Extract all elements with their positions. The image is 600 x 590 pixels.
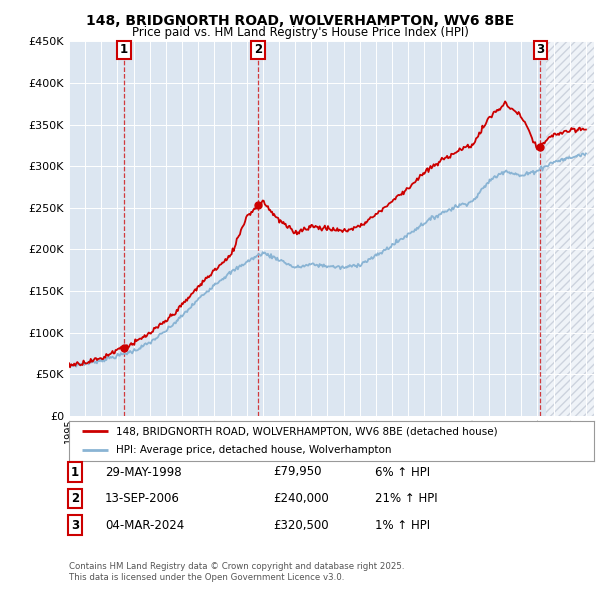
Text: 3: 3 [536,43,544,56]
Text: This data is licensed under the Open Government Licence v3.0.: This data is licensed under the Open Gov… [69,572,344,582]
Text: 3: 3 [71,519,79,532]
Text: 148, BRIDGNORTH ROAD, WOLVERHAMPTON, WV6 8BE (detached house): 148, BRIDGNORTH ROAD, WOLVERHAMPTON, WV6… [116,427,498,436]
Text: Contains HM Land Registry data © Crown copyright and database right 2025.: Contains HM Land Registry data © Crown c… [69,562,404,571]
Text: 04-MAR-2024: 04-MAR-2024 [105,519,184,532]
Bar [545,41,594,416]
Text: 29-MAY-1998: 29-MAY-1998 [105,466,182,478]
Text: 2: 2 [254,43,262,56]
Text: Price paid vs. HM Land Registry's House Price Index (HPI): Price paid vs. HM Land Registry's House … [131,26,469,39]
Text: 1: 1 [71,466,79,478]
Text: £240,000: £240,000 [273,492,329,505]
Text: 2: 2 [71,492,79,505]
Text: 13-SEP-2006: 13-SEP-2006 [105,492,180,505]
Text: 1: 1 [120,43,128,56]
Text: 148, BRIDGNORTH ROAD, WOLVERHAMPTON, WV6 8BE: 148, BRIDGNORTH ROAD, WOLVERHAMPTON, WV6… [86,14,514,28]
Text: £79,950: £79,950 [273,466,322,478]
Text: 1% ↑ HPI: 1% ↑ HPI [375,519,430,532]
Text: HPI: Average price, detached house, Wolverhampton: HPI: Average price, detached house, Wolv… [116,445,392,455]
Text: 21% ↑ HPI: 21% ↑ HPI [375,492,437,505]
Text: £320,500: £320,500 [273,519,329,532]
Text: 6% ↑ HPI: 6% ↑ HPI [375,466,430,478]
